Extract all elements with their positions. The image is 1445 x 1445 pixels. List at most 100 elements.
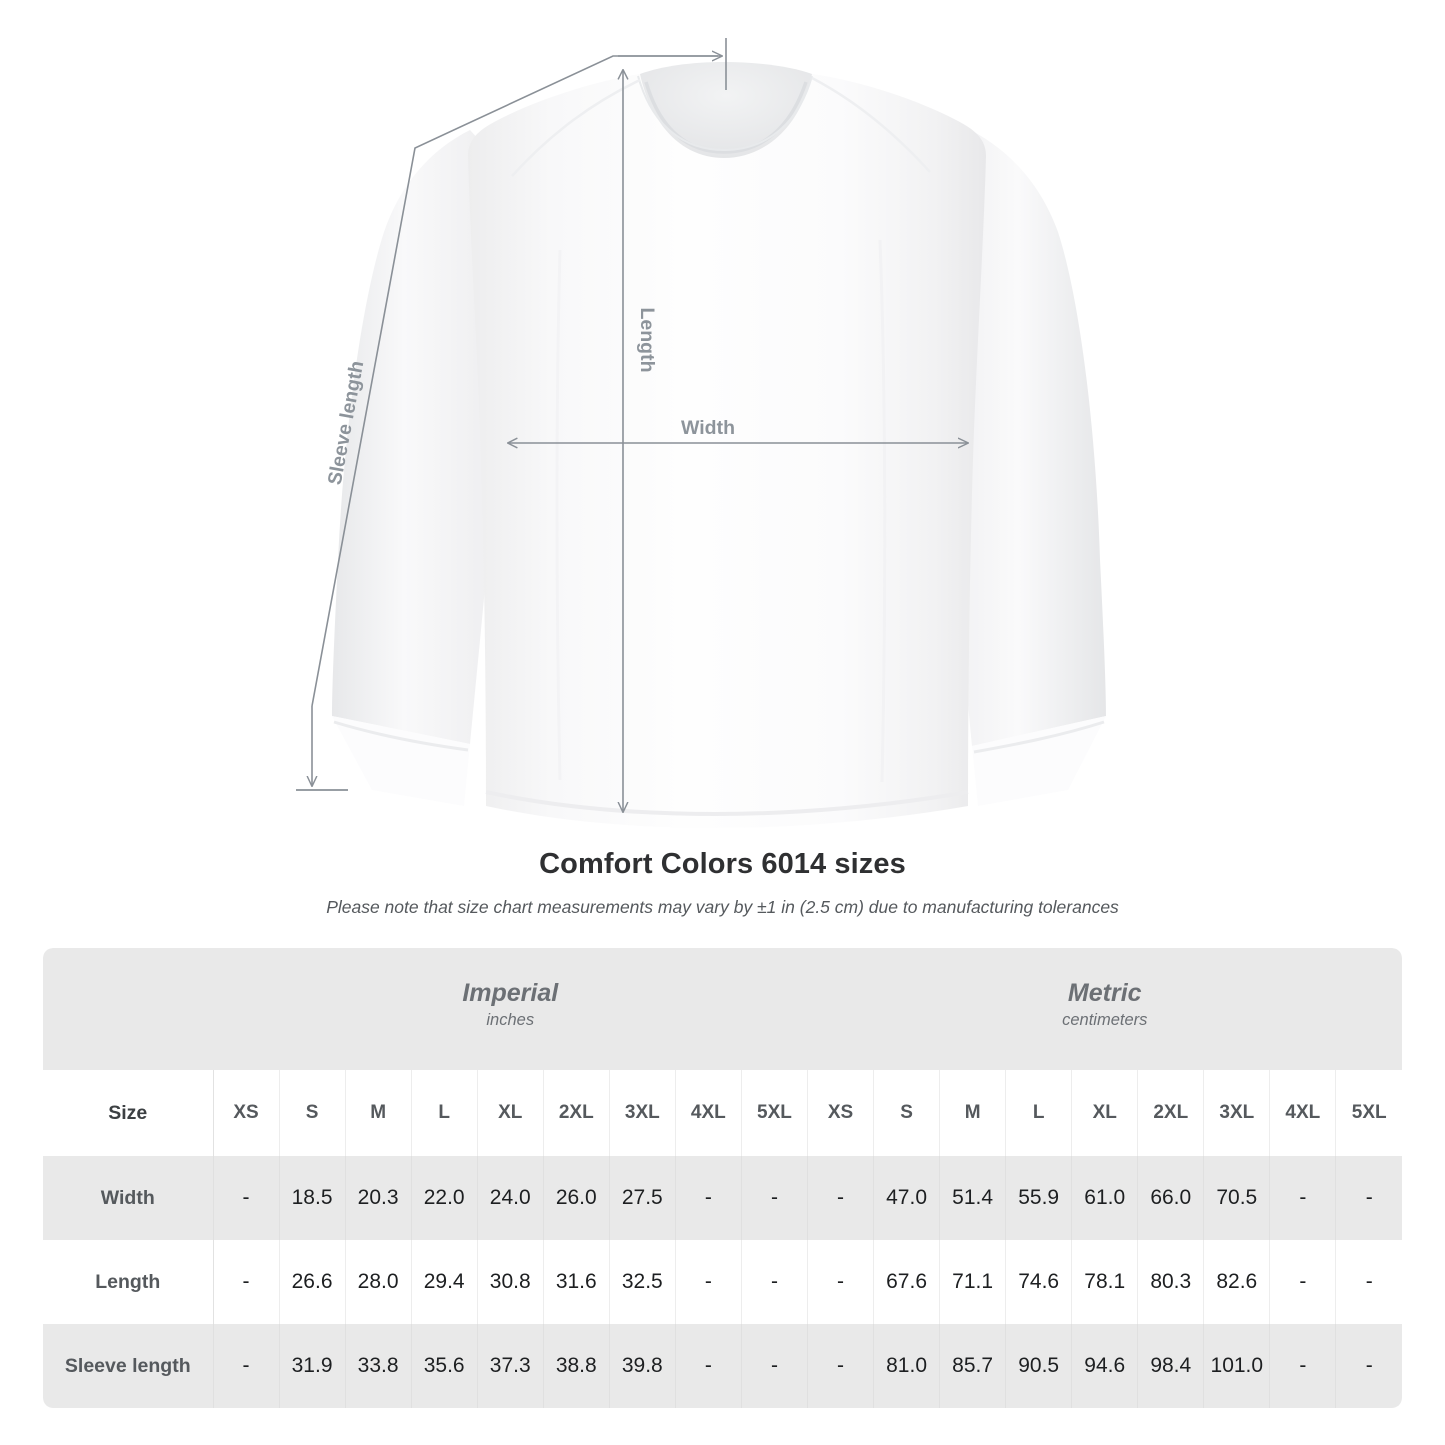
width-measure: Width — [508, 417, 968, 443]
left-cuff-seam — [333, 720, 469, 752]
left-sleeve — [332, 130, 512, 744]
size-header-3xl: 3XL — [609, 1070, 676, 1156]
width-label: Width — [681, 417, 735, 439]
cell-sleeve-length-cm-xl: 94.6 — [1071, 1324, 1139, 1408]
unit-banner-imperial: Imperial inches — [213, 948, 808, 1070]
cell-width-in-2xl: 26.0 — [543, 1156, 610, 1240]
unit-subtitle: inches — [486, 1011, 535, 1029]
cell-sleeve-length-cm-xs: - — [807, 1324, 875, 1408]
cell-width-in-4xl: - — [675, 1156, 742, 1240]
cell-width-cm-2xl: 66.0 — [1137, 1156, 1205, 1240]
size-chart-table-wrapper: Imperial inches Metric centimeters Size XS S M L… — [43, 948, 1402, 1408]
page-title: Comfort Colors 6014 sizes — [539, 848, 906, 880]
shirt-graphic — [332, 62, 1106, 828]
cell-width-in-m: 20.3 — [345, 1156, 412, 1240]
cell-width-cm-3xl: 70.5 — [1203, 1156, 1271, 1240]
cell-sleeve-length-cm-5xl: - — [1335, 1324, 1402, 1408]
fabric-fold — [555, 249, 562, 781]
cell-sleeve-length-cm-s: 81.0 — [873, 1324, 941, 1408]
fabric-fold — [878, 239, 887, 783]
cell-sleeve-length-in-5xl: - — [741, 1324, 809, 1408]
size-header-l: L — [411, 1070, 478, 1156]
cell-length-in-xl: 30.8 — [477, 1240, 544, 1324]
size-header-xs: XS — [807, 1070, 875, 1156]
unit-subtitle: centimeters — [1062, 1011, 1148, 1029]
cell-length-cm-5xl: - — [1335, 1240, 1402, 1324]
size-header-s: S — [873, 1070, 941, 1156]
collar-outer-seam — [637, 75, 813, 152]
cell-length-in-2xl: 31.6 — [543, 1240, 610, 1324]
unit-banner-spacer — [43, 948, 213, 1070]
hem-seam — [485, 790, 969, 817]
size-header-5xl: 5XL — [1335, 1070, 1402, 1156]
right-cuff — [972, 716, 1106, 806]
cell-width-cm-xs: - — [807, 1156, 875, 1240]
cell-length-in-4xl: - — [675, 1240, 742, 1324]
cell-length-cm-2xl: 80.3 — [1137, 1240, 1205, 1324]
cell-width-in-5xl: - — [741, 1156, 809, 1240]
cell-length-cm-3xl: 82.6 — [1203, 1240, 1271, 1324]
size-header-4xl: 4XL — [675, 1070, 742, 1156]
left-cuff — [332, 716, 470, 806]
right-shoulder-seam — [811, 76, 931, 173]
cell-sleeve-length-in-4xl: - — [675, 1324, 742, 1408]
size-header-5xl: 5XL — [741, 1070, 809, 1156]
size-header-xl: XL — [1071, 1070, 1139, 1156]
cell-width-cm-l: 55.9 — [1005, 1156, 1073, 1240]
cell-sleeve-length-in-2xl: 38.8 — [543, 1324, 610, 1408]
size-header-2xl: 2XL — [1137, 1070, 1205, 1156]
cell-sleeve-length-cm-l: 90.5 — [1005, 1324, 1073, 1408]
table-row: Width -18.5 20.3 22.0 24.0 26.0 27.5- - -47.0 51.… — [43, 1156, 1402, 1240]
cell-length-cm-m: 71.1 — [939, 1240, 1007, 1324]
cell-width-in-xs: - — [213, 1156, 280, 1240]
cell-length-cm-s: 67.6 — [873, 1240, 941, 1324]
cell-length-cm-xl: 78.1 — [1071, 1240, 1139, 1324]
cell-width-in-xl: 24.0 — [477, 1156, 544, 1240]
row-label-length: Length — [43, 1240, 214, 1324]
tolerance-note: Please note that size chart measurements… — [326, 897, 1119, 917]
size-header-m: M — [345, 1070, 412, 1156]
cell-length-in-m: 28.0 — [345, 1240, 412, 1324]
unit-name: Imperial — [462, 979, 559, 1008]
size-header-3xl: 3XL — [1203, 1070, 1271, 1156]
cell-sleeve-length-in-xl: 37.3 — [477, 1324, 544, 1408]
collar — [640, 62, 812, 158]
size-header-l: L — [1005, 1070, 1073, 1156]
cell-sleeve-length-in-l: 35.6 — [411, 1324, 478, 1408]
cell-sleeve-length-in-s: 31.9 — [279, 1324, 346, 1408]
cell-length-cm-l: 74.6 — [1005, 1240, 1073, 1324]
unit-banner-metric: Metric centimeters — [807, 948, 1402, 1070]
size-header-2xl: 2XL — [543, 1070, 610, 1156]
unit-name: Metric — [1067, 979, 1142, 1008]
shirt-body — [468, 74, 986, 828]
cell-sleeve-length-in-3xl: 39.8 — [609, 1324, 676, 1408]
cell-width-cm-xl: 61.0 — [1071, 1156, 1139, 1240]
size-header-xs: XS — [213, 1070, 280, 1156]
title-block: Comfort Colors 6014 sizes Please note th… — [0, 848, 1445, 918]
cell-sleeve-length-cm-3xl: 101.0 — [1203, 1324, 1271, 1408]
garment-illustration: Sleeve length Length Width — [296, 38, 1106, 828]
cell-length-in-xs: - — [213, 1240, 280, 1324]
cell-width-in-s: 18.5 — [279, 1156, 346, 1240]
cell-width-cm-m: 51.4 — [939, 1156, 1007, 1240]
cell-length-cm-xs: - — [807, 1240, 875, 1324]
size-header-4xl: 4XL — [1269, 1070, 1337, 1156]
collar-inner-seam — [644, 81, 808, 154]
size-header-row: Size XS S M L XL 2XL 3XL 4XL 5XL XS S M L XL 2XL 3XL 4XL 5… — [43, 1070, 1402, 1156]
size-header-label: Size — [43, 1070, 214, 1156]
cell-width-cm-4xl: - — [1269, 1156, 1337, 1240]
size-header-m: M — [939, 1070, 1007, 1156]
right-cuff-seam — [973, 720, 1105, 754]
size-chart-table: Imperial inches Metric centimeters Size XS S M L… — [43, 948, 1402, 1408]
cell-sleeve-length-cm-4xl: - — [1269, 1324, 1337, 1408]
cell-sleeve-length-in-m: 33.8 — [345, 1324, 412, 1408]
cell-width-in-l: 22.0 — [411, 1156, 478, 1240]
cell-sleeve-length-in-xs: - — [213, 1324, 280, 1408]
size-header-xl: XL — [477, 1070, 544, 1156]
cell-length-in-5xl: - — [741, 1240, 809, 1324]
cell-length-in-3xl: 32.5 — [609, 1240, 676, 1324]
cell-width-cm-s: 47.0 — [873, 1156, 941, 1240]
cell-length-in-s: 26.6 — [279, 1240, 346, 1324]
unit-banner-row: Imperial inches Metric centimeters — [43, 948, 1402, 1070]
cell-length-cm-4xl: - — [1269, 1240, 1337, 1324]
